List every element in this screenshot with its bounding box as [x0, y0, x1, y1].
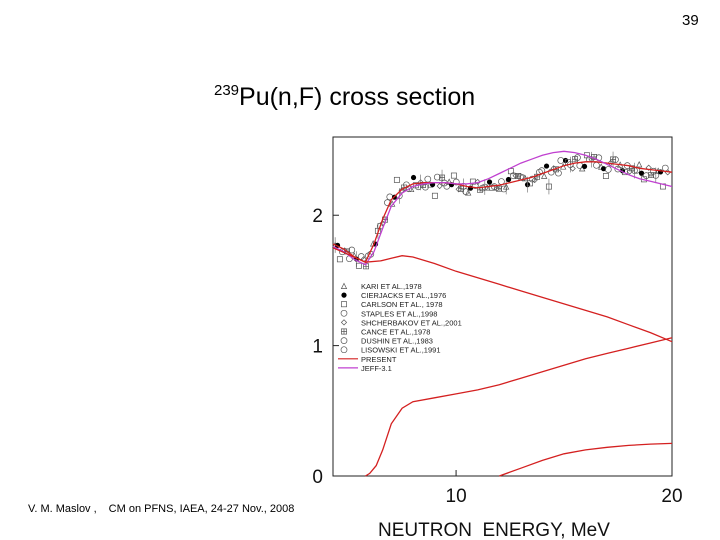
legend-entry: CIERJACKS ET AL.,1976	[341, 291, 446, 300]
data-point	[431, 192, 438, 199]
isotope-mass-number: 239	[214, 82, 240, 99]
data-point	[450, 172, 457, 179]
data-point	[452, 178, 460, 186]
series-present-total--line	[332, 161, 673, 264]
data-point	[638, 170, 645, 176]
legend-marker-triangle	[340, 282, 348, 289]
footer-author: V. M. Maslov ,	[28, 503, 97, 515]
legend-entry: STAPLES ET AL.,1998	[340, 309, 437, 318]
series-third-chance-fission-line	[499, 442, 673, 477]
plot-frame	[332, 136, 673, 477]
legend-label: JEFF-3.1	[361, 364, 392, 373]
page-number: 39	[682, 12, 699, 29]
legend-label: CIERJACKS ET AL.,1976	[361, 291, 446, 300]
data-point	[505, 176, 512, 183]
data-point	[541, 172, 548, 179]
data-point	[574, 154, 581, 161]
x-tick-label-20: 20	[661, 486, 682, 507]
data-point	[436, 182, 443, 190]
data-point	[348, 246, 356, 254]
legend-entry: KARI ET AL.,1978	[340, 282, 422, 291]
legend-marker-boxed-cross	[341, 328, 347, 335]
legend-entry: CARLSON ET AL., 1978	[341, 300, 443, 309]
data-point	[555, 169, 562, 177]
legend-label: STAPLES ET AL.,1998	[361, 309, 437, 318]
legend-marker-circle	[340, 309, 348, 317]
y-tick-label-1: 1	[312, 337, 323, 358]
data-point	[484, 184, 491, 191]
footer: V. M. Maslov , CM on PFNS, IAEA, 24-27 No…	[28, 503, 306, 515]
data-point	[433, 173, 441, 181]
y-tick-label-2: 2	[312, 206, 323, 227]
data-point	[612, 156, 619, 163]
data-point	[424, 175, 432, 183]
legend-entry: SHCHERBAKOV ET AL.,2001	[340, 318, 462, 327]
axis-ticks	[333, 214, 673, 477]
data-point	[645, 164, 652, 171]
legend-entry: DUSHIN ET AL.,1983	[340, 337, 433, 346]
data-point	[465, 189, 472, 196]
evaluation-curves	[332, 150, 673, 477]
series-first-chance-fission-line	[332, 247, 673, 343]
series-jeff-3-1-line	[332, 150, 673, 266]
series-second-chance-fission-line	[365, 337, 673, 477]
data-point	[486, 179, 493, 185]
axis-tick-labels: 0 1 2 10 20	[312, 206, 682, 507]
y-tick-label-0: 0	[312, 467, 323, 488]
data-point	[543, 163, 550, 169]
legend-marker-dotted-circle	[340, 337, 348, 344]
legend-label: CANCE ET AL.,1978	[361, 328, 430, 337]
data-point	[602, 173, 609, 179]
legend-label: CARLSON ET AL., 1978	[361, 300, 443, 309]
title-text: Pu(n,F) cross section	[239, 83, 476, 111]
legend-marker-filled-circle	[341, 292, 347, 298]
data-point	[403, 181, 410, 189]
data-point	[336, 256, 343, 263]
slide-title: 239Pu(n,F) cross section	[214, 82, 475, 112]
data-point	[569, 165, 576, 172]
experimental-data-points	[331, 151, 671, 270]
data-point	[355, 262, 362, 269]
data-point	[600, 166, 607, 172]
data-point	[393, 176, 400, 183]
legend-marker-square	[341, 301, 347, 308]
footer-event: CM on PFNS, IAEA, 24-27 Nov., 2008	[108, 503, 295, 515]
data-point	[410, 174, 417, 181]
legend-entry: LISOWSKI ET AL.,1991	[340, 346, 441, 355]
legend-entry: JEFF-3.1	[338, 364, 392, 373]
x-tick-label-10: 10	[446, 486, 467, 507]
legend-label: LISOWSKI ET AL.,1991	[361, 346, 441, 355]
x-axis-title: NEUTRON ENERGY, MeV	[378, 520, 610, 540]
legend-marker-diamond	[340, 319, 348, 326]
data-point	[604, 166, 612, 173]
legend-marker-circle	[340, 346, 348, 354]
legend-label: SHCHERBAKOV ET AL.,2001	[361, 318, 462, 327]
legend-label: PRESENT	[361, 355, 397, 364]
data-point	[593, 161, 600, 169]
legend-label: DUSHIN ET AL.,1983	[361, 337, 433, 346]
data-point	[581, 163, 588, 170]
legend-label: KARI ET AL.,1978	[361, 282, 422, 291]
data-point	[636, 161, 643, 168]
data-point	[642, 172, 650, 179]
legend-entry: CANCE ET AL.,1978	[341, 328, 430, 337]
data-point	[528, 175, 536, 183]
data-point	[557, 157, 565, 164]
legend-entry: PRESENT	[338, 355, 397, 364]
data-point	[576, 162, 584, 169]
data-point	[474, 178, 481, 186]
data-point	[515, 173, 521, 179]
